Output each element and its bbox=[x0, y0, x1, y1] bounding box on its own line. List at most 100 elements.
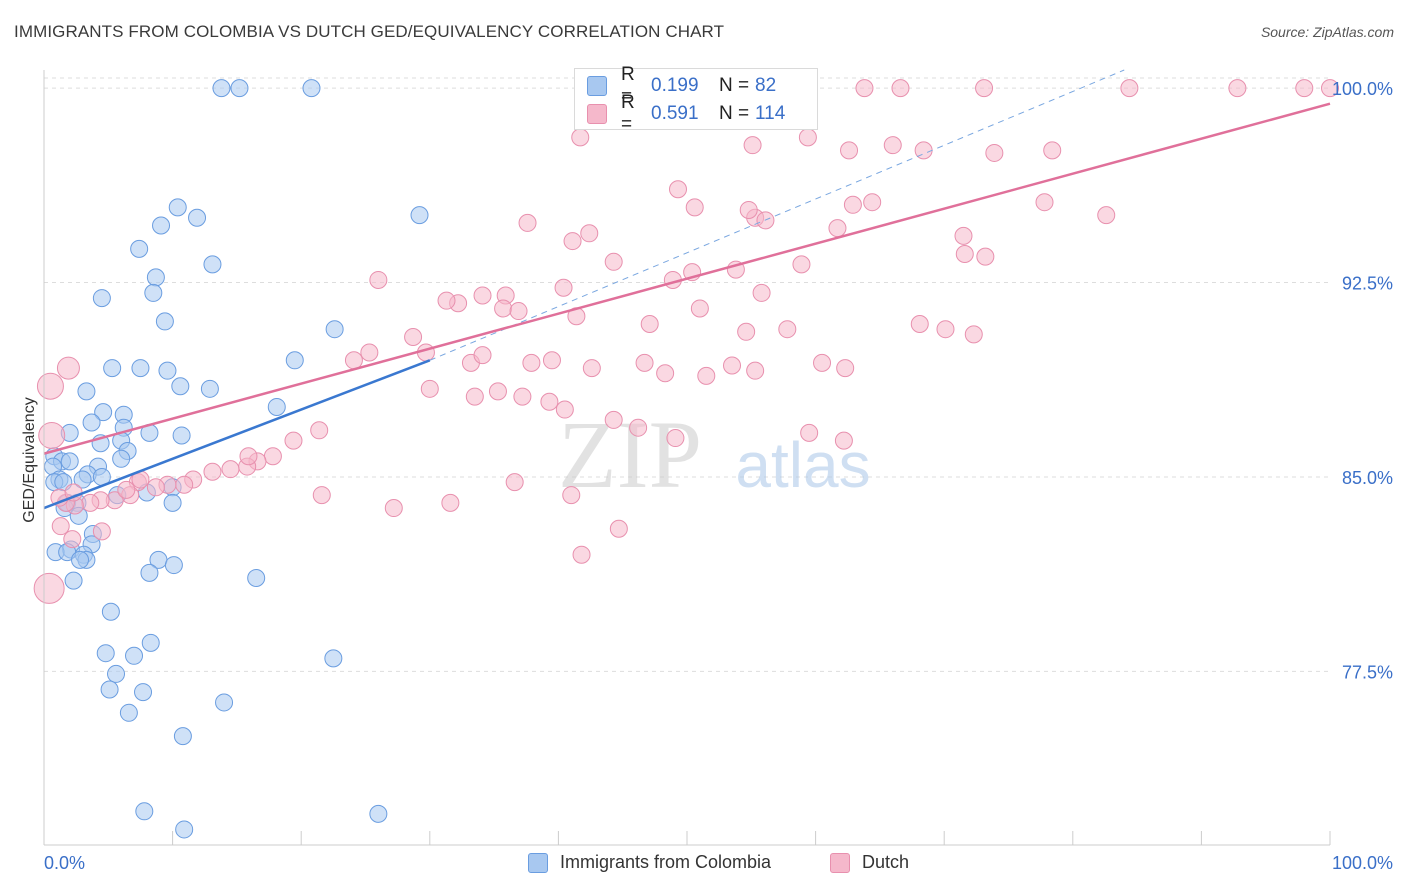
axes: 100.0% 92.5% 85.0% 77.5% bbox=[43, 70, 1393, 846]
legend-n-label: N = bbox=[719, 75, 750, 96]
dutch-point bbox=[175, 475, 194, 494]
dutch-point bbox=[542, 351, 561, 370]
colombia-point bbox=[130, 239, 149, 258]
dutch-point bbox=[743, 136, 762, 155]
dutch-point bbox=[572, 545, 591, 564]
dutch-point bbox=[51, 517, 70, 536]
colombia-point bbox=[324, 649, 343, 668]
colombia-point bbox=[173, 727, 192, 746]
dutch-point bbox=[836, 359, 855, 378]
dutch-point bbox=[1295, 79, 1314, 98]
dutch-point bbox=[509, 302, 528, 321]
legend-item-colombia: Immigrants from Colombia bbox=[528, 852, 771, 873]
colombia-point bbox=[60, 452, 79, 471]
colombia-point bbox=[94, 403, 113, 422]
dutch-point bbox=[221, 460, 240, 479]
colombia-point bbox=[369, 804, 388, 823]
dutch-point bbox=[63, 530, 82, 549]
colombia-point bbox=[101, 602, 120, 621]
dutch-point bbox=[1321, 79, 1339, 98]
dutch-point bbox=[964, 325, 983, 344]
dutch-point bbox=[522, 353, 541, 372]
y-tick-label: 92.5% bbox=[1342, 274, 1393, 294]
colombia-point bbox=[168, 198, 187, 217]
dutch-point bbox=[369, 270, 388, 289]
colombia-point bbox=[230, 79, 249, 98]
colombia-point bbox=[410, 206, 429, 225]
colombia-point bbox=[96, 644, 115, 663]
colombia-point bbox=[203, 255, 222, 274]
legend-swatch-dutch bbox=[830, 852, 850, 873]
dutch-point bbox=[420, 379, 439, 398]
colombia-point bbox=[155, 312, 174, 331]
colombia-point bbox=[82, 413, 101, 432]
dutch-point bbox=[739, 200, 758, 219]
legend-n-value: 82 bbox=[755, 75, 777, 96]
legend-label-dutch: Dutch bbox=[862, 852, 910, 872]
colombia-point bbox=[125, 646, 144, 665]
legend-n-label: N = bbox=[719, 103, 750, 124]
colombia-point bbox=[164, 556, 183, 575]
dutch-trend-line bbox=[43, 102, 1331, 455]
dutch-point bbox=[792, 255, 811, 274]
dutch-point bbox=[33, 572, 65, 604]
dutch-point bbox=[473, 286, 492, 305]
dutch-point bbox=[263, 447, 282, 466]
watermark-zip: ZIP bbox=[558, 401, 702, 508]
colombia-point bbox=[172, 426, 191, 445]
legend-n-value: 114 bbox=[755, 103, 786, 124]
dutch-point bbox=[668, 180, 687, 199]
colombia-point bbox=[247, 569, 266, 588]
colombia-point bbox=[325, 320, 344, 339]
dutch-point bbox=[310, 421, 329, 440]
dutch-point bbox=[798, 128, 817, 147]
dutch-point bbox=[441, 493, 460, 512]
dutch-point bbox=[540, 392, 559, 411]
dutch-point bbox=[56, 356, 80, 380]
legend-r-label: R = bbox=[621, 64, 635, 107]
x-tick-label-left: 0.0% bbox=[44, 853, 85, 873]
colombia-point bbox=[77, 382, 96, 401]
dutch-point bbox=[954, 226, 973, 245]
dutch-point bbox=[384, 499, 403, 518]
dutch-point bbox=[117, 480, 136, 499]
dutch-point bbox=[360, 343, 379, 362]
dutch-point bbox=[629, 418, 648, 437]
colombia-point bbox=[163, 493, 182, 512]
dutch-point bbox=[697, 366, 716, 385]
dutch-point bbox=[239, 447, 258, 466]
dutch-point bbox=[312, 486, 331, 505]
dutch-point bbox=[883, 136, 902, 155]
dutch-point bbox=[855, 79, 874, 98]
colombia-point bbox=[212, 79, 231, 98]
dutch-point bbox=[609, 519, 628, 538]
dutch-point bbox=[985, 143, 1004, 162]
legend-row-colombia: R = 0.199 N = 82 bbox=[587, 64, 777, 107]
dutch-point bbox=[666, 429, 685, 448]
dutch-point bbox=[563, 232, 582, 251]
colombia-point bbox=[302, 79, 321, 98]
trend-lines bbox=[43, 69, 1331, 510]
dutch-point bbox=[513, 387, 532, 406]
dutch-point bbox=[656, 364, 675, 383]
colombia-point bbox=[107, 664, 126, 683]
dutch-point bbox=[685, 198, 704, 217]
correlation-legend: R = 0.199 N = 82 R = 0.591 N = 114 bbox=[574, 64, 818, 135]
colombia-point bbox=[267, 397, 286, 416]
dutch-point bbox=[81, 493, 100, 512]
dutch-point bbox=[505, 473, 524, 492]
colombia-point bbox=[175, 820, 194, 839]
legend-row-dutch: R = 0.591 N = 114 bbox=[587, 92, 786, 135]
dutch-point bbox=[1035, 193, 1054, 212]
dutch-point bbox=[723, 356, 742, 375]
dutch-point bbox=[800, 423, 819, 442]
dutch-point bbox=[437, 291, 456, 310]
colombia-point bbox=[188, 208, 207, 227]
legend-r-label: R = bbox=[621, 92, 635, 135]
dutch-point bbox=[955, 245, 974, 264]
y-tick-label: 77.5% bbox=[1342, 662, 1393, 682]
dutch-point bbox=[910, 315, 929, 334]
series-legend: Immigrants from Colombia Dutch bbox=[0, 852, 1406, 876]
dutch-point bbox=[146, 478, 165, 497]
dutch-point bbox=[344, 351, 363, 370]
